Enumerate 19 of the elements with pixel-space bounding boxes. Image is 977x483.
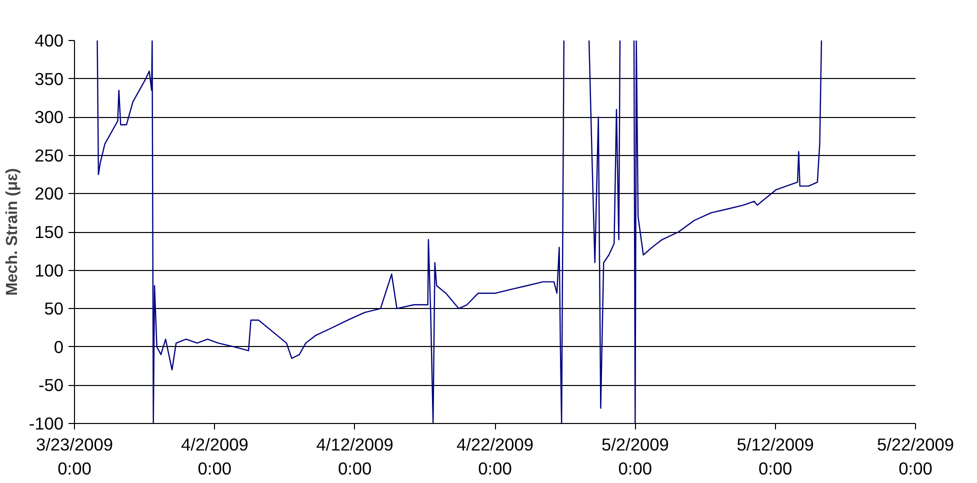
y-tick-label: 350 <box>34 68 64 89</box>
y-tick-label: 250 <box>34 145 64 166</box>
x-tick-label: 4/2/2009 0:00 <box>180 434 248 478</box>
x-tick-label: 4/22/2009 0:00 <box>456 434 534 478</box>
y-tick-label: 200 <box>34 184 64 204</box>
y-tick-label: 150 <box>34 222 64 242</box>
x-tick-label: 5/12/2009 0:00 <box>736 434 814 478</box>
y-tick-label: 50 <box>44 298 64 319</box>
x-tick-label: 5/2/2009 0:00 <box>601 434 669 478</box>
y-tick-label: 300 <box>34 107 64 128</box>
y-tick-label: 100 <box>34 260 64 280</box>
y-tick-label: -100 <box>28 414 64 434</box>
y-axis-title: Mech. Strain (με) <box>4 168 21 296</box>
y-tick-label: 0 <box>54 336 64 357</box>
y-tick-label: -50 <box>38 375 64 396</box>
x-tick-label: 4/12/2009 0:00 <box>316 434 394 478</box>
y-tick-label: 400 <box>34 30 64 50</box>
x-tick-label: 5/22/2009 0:00 <box>876 434 954 478</box>
x-tick-label: 3/23/2009 0:00 <box>36 434 114 478</box>
